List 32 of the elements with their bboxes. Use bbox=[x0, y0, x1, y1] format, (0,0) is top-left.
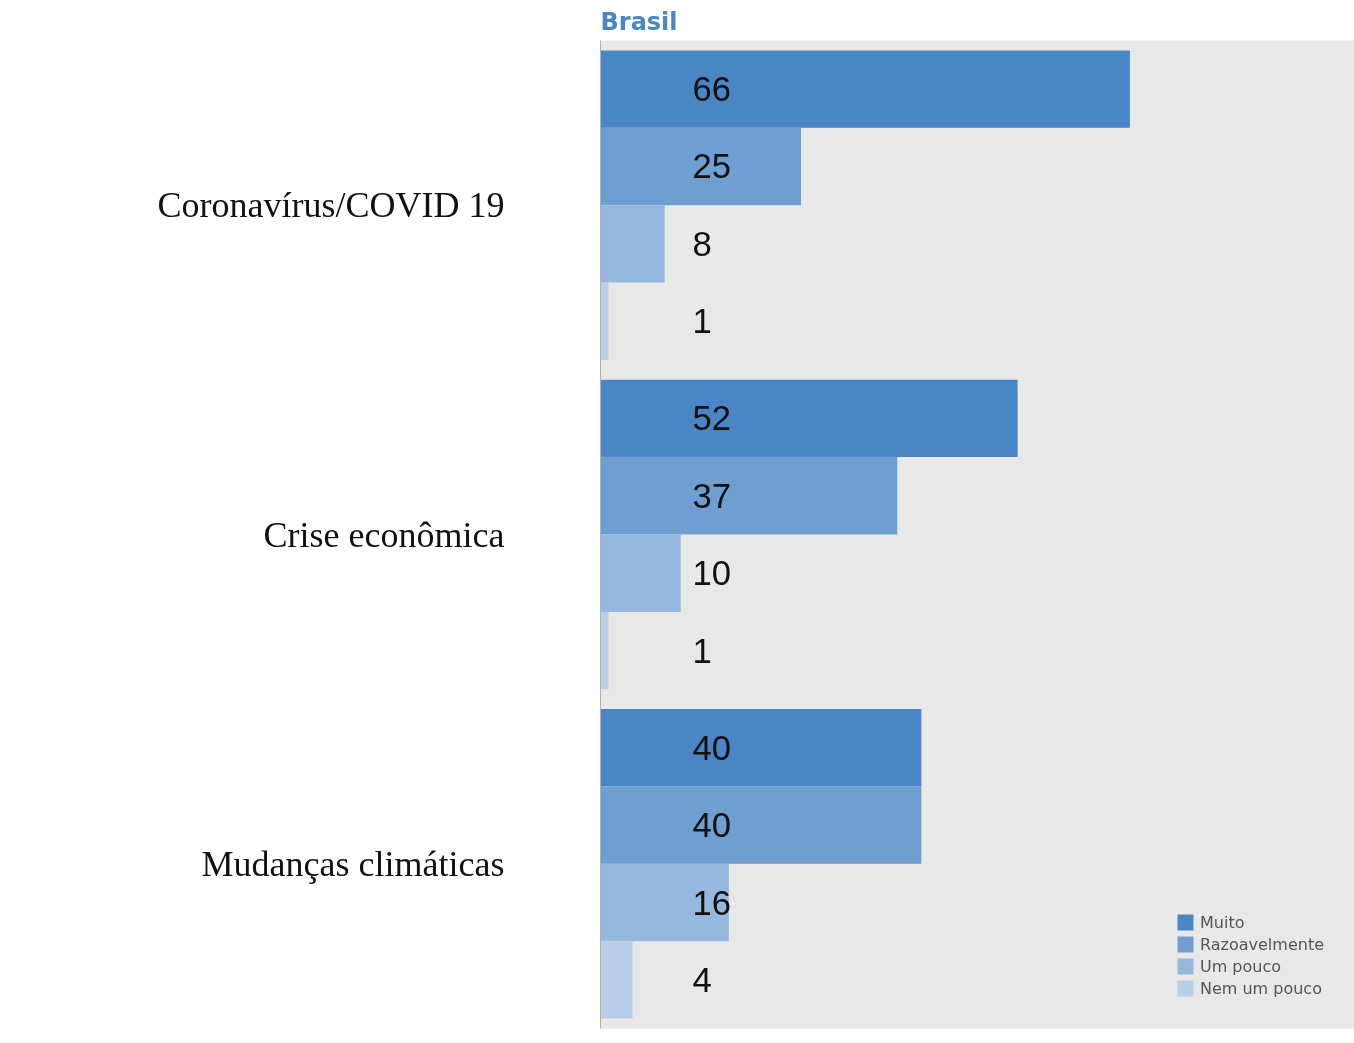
data-label: 40 bbox=[692, 728, 732, 767]
data-label: 4 bbox=[692, 960, 712, 999]
data-label: 37 bbox=[692, 476, 732, 515]
data-label: 40 bbox=[692, 806, 732, 845]
data-label: 10 bbox=[692, 554, 732, 593]
bar bbox=[600, 127, 802, 206]
data-label: 66 bbox=[692, 70, 732, 109]
bar bbox=[600, 863, 729, 942]
legend-label: Muito bbox=[1199, 912, 1245, 932]
y-tick-label: Crise econômica bbox=[263, 514, 505, 555]
legend-label: Um pouco bbox=[1199, 956, 1282, 976]
legend-label: Razoavelmente bbox=[1199, 934, 1324, 954]
bar bbox=[600, 457, 898, 535]
bar bbox=[600, 282, 609, 360]
data-label: 1 bbox=[692, 631, 712, 670]
bar bbox=[600, 941, 633, 1019]
legend-label: Nem um pouco bbox=[1199, 978, 1322, 998]
chart-title: Brasil bbox=[600, 7, 678, 36]
data-label: 25 bbox=[692, 147, 732, 186]
bar bbox=[600, 709, 922, 787]
bar bbox=[600, 379, 1018, 458]
data-label: 16 bbox=[692, 883, 732, 922]
bar bbox=[600, 786, 922, 864]
y-tick-label: Mudanças climáticas bbox=[201, 843, 505, 884]
bar bbox=[600, 205, 665, 283]
bar bbox=[600, 611, 609, 690]
bar bbox=[600, 534, 681, 612]
data-label: 8 bbox=[692, 224, 712, 263]
y-tick-label: Coronavírus/COVID 19 bbox=[157, 185, 505, 226]
bar bbox=[600, 50, 1130, 128]
data-label: 1 bbox=[692, 302, 712, 341]
data-label: 52 bbox=[692, 399, 732, 438]
